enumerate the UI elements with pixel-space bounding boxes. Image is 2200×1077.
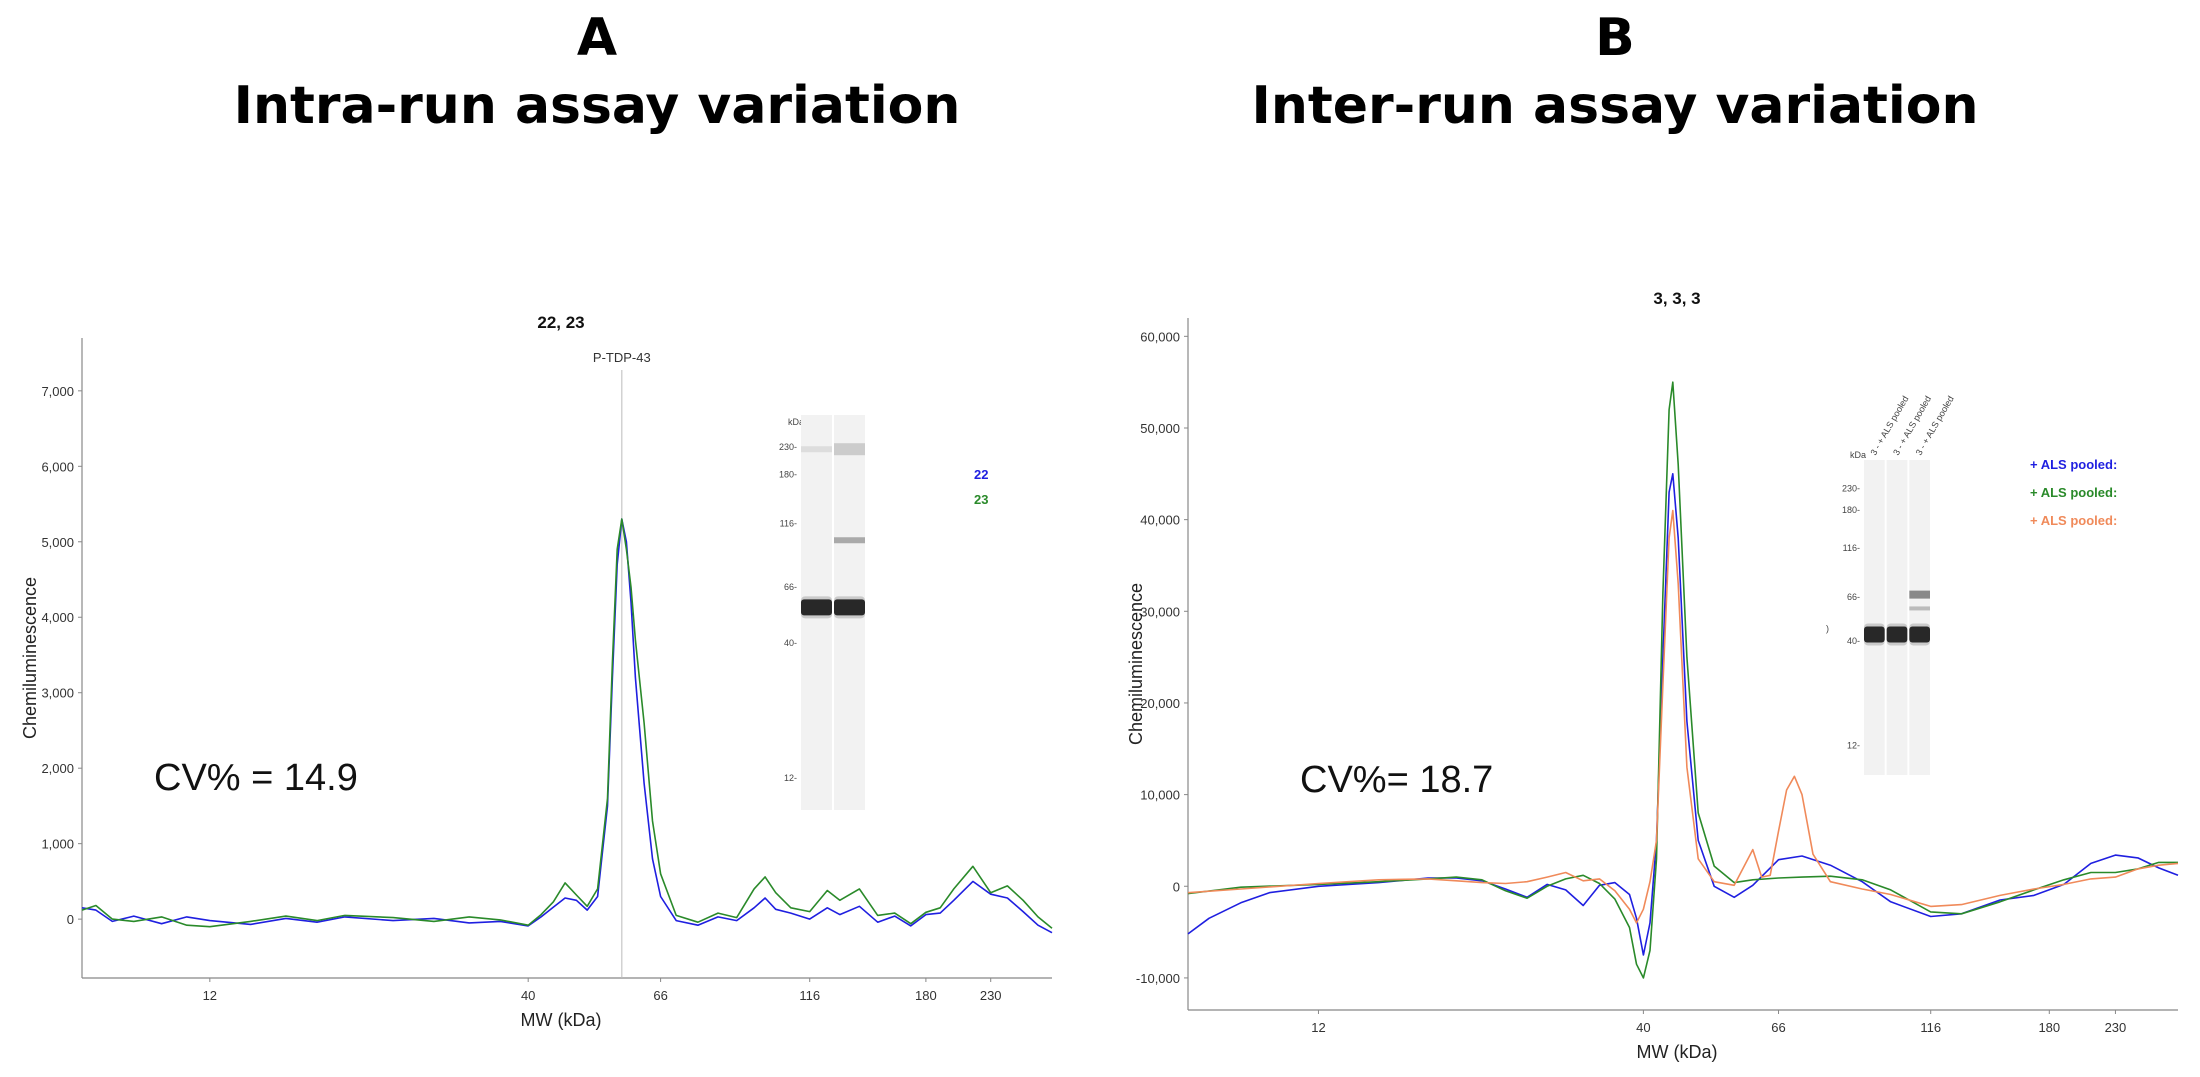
gel-band-halo [1909,623,1930,646]
y-tick-label: 2,000 [41,761,74,776]
gel-ladder-label: 116- [780,519,797,529]
gel-band-faint [1909,590,1930,599]
legend-entry-2: 23 [974,492,988,507]
panel-a-letter: A [576,8,618,68]
y-tick-label: 5,000 [41,535,74,550]
y-tick-label: 7,000 [41,384,74,399]
chart-title: 3, 3, 3 [1653,289,1700,308]
gel-ladder-label: 40- [784,638,797,648]
panel-a-title: Intra-run assay variation [233,76,961,136]
x-tick-label: 40 [1636,1020,1650,1035]
chart-title: 22, 23 [537,313,584,332]
y-axis-title: Chemiluminescence [20,577,40,739]
panel-b-letter: B [1595,8,1635,68]
x-tick-label: 66 [653,988,667,1003]
gel-unit-label: kDa [788,417,804,427]
series-line-1 [81,518,1053,934]
series-line-3 [1187,509,2179,924]
y-tick-label: 60,000 [1140,329,1180,344]
gel-ladder-label: 180- [1842,505,1860,515]
gel-ladder-label: 12- [1847,740,1860,750]
gel-ladder-label: 116- [1843,543,1860,553]
series-line-2 [1187,381,2178,979]
y-tick-label: 3,000 [41,686,74,701]
x-tick-label: 12 [203,988,217,1003]
gel-band [1909,626,1930,643]
x-tick-label: 230 [980,988,1002,1003]
series-line-2 [81,518,1053,929]
y-tick-label: 30,000 [1140,604,1180,619]
gel-lane [1886,460,1908,775]
gel-inset: kDa 230- 180- 116- 66- 40- 12- [779,415,865,810]
legend-entry-3: + ALS pooled: [2030,513,2117,528]
cv-label: CV% = 14.9 [154,757,358,799]
gel-lane [1864,460,1885,775]
x-tick-label: 116 [1920,1020,1941,1035]
legend-entry-1: 22 [974,467,988,482]
panel-b-title: Inter-run assay variation [1251,76,1979,136]
gel-ladder-label: 66- [784,582,797,592]
gel-band [1886,626,1908,643]
chart-a: 22, 23 0 1,000 2,000 3,000 4,000 5,000 6,000 7,0… [20,313,1053,1030]
gel-lane [1909,460,1930,775]
cv-label: CV%= 18.7 [1300,759,1493,801]
gel-ladder-label: 66- [1847,592,1860,602]
y-tick-label: 0 [67,912,74,927]
gel-band-halo [834,596,865,619]
y-tick-label: 50,000 [1140,421,1180,436]
x-tick-label: 180 [915,988,937,1003]
gel-band-halo [1886,623,1908,646]
gel-band-faint [801,446,832,453]
gel-band-halo [801,596,832,619]
x-tick-label: 12 [1311,1020,1325,1035]
gel-unit-label: kDa [1850,450,1866,460]
y-tick-label: 0 [1173,879,1180,894]
y-tick-label: -10,000 [1136,971,1180,986]
gel-band-faint [1909,606,1930,611]
gel-band [834,599,865,616]
gel-ladder-label: 40- [1847,636,1860,646]
y-tick-label: 40,000 [1140,513,1180,528]
y-tick-label: 20,000 [1140,696,1180,711]
x-tick-label: 230 [2105,1020,2127,1035]
y-tick-label: 10,000 [1140,788,1180,803]
x-tick-label: 116 [799,988,820,1003]
gel-band-faint [834,537,865,544]
gel-ladder-label: 180- [779,469,797,479]
x-axis-title: MW (kDa) [521,1010,602,1030]
x-tick-label: 40 [521,988,535,1003]
legend-entry-1: + ALS pooled: [2030,457,2117,472]
legend-entry-2: + ALS pooled: [2030,485,2117,500]
gel-band [1864,626,1885,643]
gel-band-faint [834,443,865,456]
gel-ladder-label: 230- [1842,484,1860,494]
series-line-1 [1187,473,2179,956]
y-tick-label: 1,000 [41,837,74,852]
gel-band-halo [1864,623,1885,646]
x-axis-title: MW (kDa) [1637,1042,1718,1062]
gel-side-mark: ) [1826,624,1829,634]
gel-band [801,599,832,616]
x-tick-label: 180 [2038,1020,2060,1035]
chart-b: 3, 3, 3 -10,000 0 10,000 20,000 30,000 40,000 5… [1126,289,2179,1062]
gel-ladder-label: 230- [779,442,797,452]
x-tick-label: 66 [1771,1020,1785,1035]
y-axis-title: Chemiluminescence [1126,583,1146,745]
gel-ladder-label: 12- [784,773,797,783]
y-tick-label: 6,000 [41,459,74,474]
y-tick-label: 4,000 [41,610,74,625]
peak-label: P-TDP-43 [593,350,651,365]
